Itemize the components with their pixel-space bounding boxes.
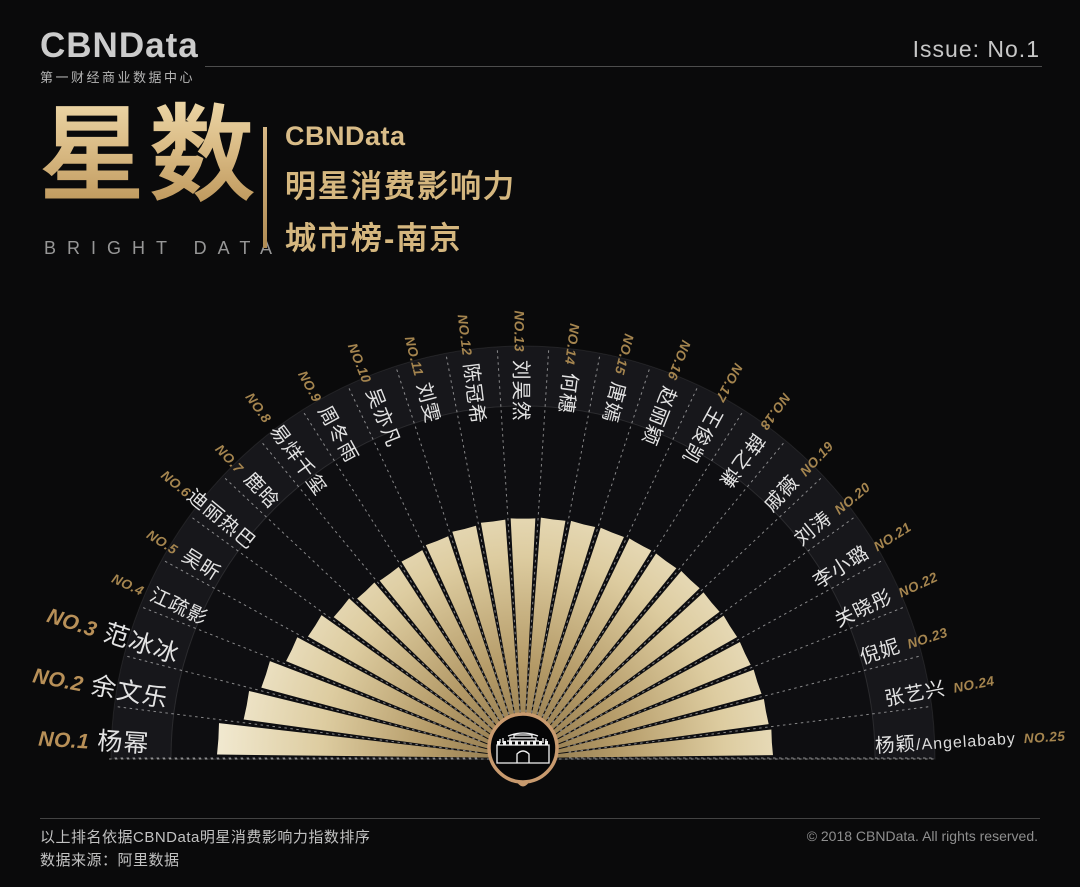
fan-blade — [510, 518, 536, 739]
fan-blade — [243, 690, 504, 756]
issue-number: Issue: No.1 — [912, 36, 1040, 62]
title-english: BRIGHT DATA — [44, 238, 284, 258]
fan-blade — [480, 519, 522, 739]
fan-blade — [540, 641, 751, 751]
fan-blade — [541, 669, 762, 753]
fan-blade — [529, 527, 624, 740]
fan-blade — [533, 553, 677, 743]
fan-blade — [261, 661, 505, 753]
footer-data-source: 数据来源：阿里数据 — [40, 852, 180, 869]
fan-blade — [535, 571, 700, 745]
fan-blade — [286, 637, 506, 751]
footer-copyright: © 2018 CBNData. All rights reserved. — [806, 828, 1038, 844]
fan-blade — [542, 699, 769, 756]
fan-blade — [401, 550, 515, 741]
fan-blade — [425, 536, 517, 740]
subtitle-line2: 城市榜-南京 — [285, 221, 463, 256]
city-gate-pin-icon — [487, 712, 559, 787]
header-divider-line — [205, 66, 1042, 67]
fan-blade — [217, 723, 504, 758]
fan-blade — [452, 525, 520, 739]
fan-blade — [526, 520, 596, 739]
footer-divider-line — [40, 818, 1040, 819]
logo-subtitle: 第一财经商业数据中心 — [40, 70, 196, 85]
fan-blade — [307, 615, 507, 749]
fan-blade — [524, 517, 566, 739]
logo-title: CBNData — [40, 26, 199, 65]
cbndata-logo: CBNData 第一财经商业数据中心 — [40, 28, 199, 86]
fan-blade — [357, 582, 511, 745]
subtitle-block: CBNData 明星消费影响力 城市榜-南京 — [285, 121, 516, 258]
title-vertical-divider — [263, 127, 267, 248]
fan-blade — [537, 592, 720, 747]
subtitle-brand: CBNData — [285, 121, 406, 151]
footer-ranking-note: 以上排名依据CBNData明星消费影响力指数排序 — [40, 829, 371, 846]
title-chinese: 星数 — [40, 98, 261, 214]
fan-blade — [379, 566, 513, 743]
fan-blade — [539, 615, 738, 749]
subtitle-line1: 明星消费影响力 — [285, 169, 516, 204]
fan-blade — [542, 729, 773, 758]
fan-blade — [333, 598, 509, 747]
fan-blade — [531, 538, 652, 741]
